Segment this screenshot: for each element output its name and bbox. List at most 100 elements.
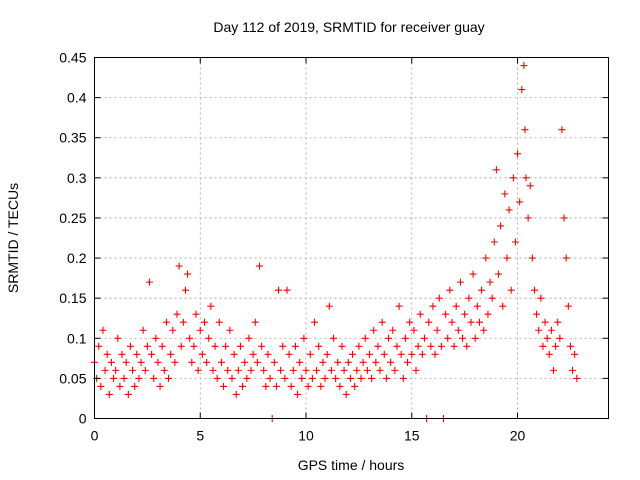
data-point: [435, 294, 443, 302]
data-point: [143, 342, 151, 350]
data-point: [429, 302, 437, 310]
data-point: [368, 374, 376, 382]
y-axis-label: SRMTID / TECUs: [5, 183, 21, 293]
data-point: [313, 366, 321, 374]
y-tick-label: 0.35: [59, 130, 86, 146]
data-point: [547, 326, 555, 334]
data-point: [346, 374, 354, 382]
data-point: [353, 366, 361, 374]
plot-frame: [94, 57, 609, 419]
data-point: [389, 326, 397, 334]
data-point: [196, 326, 204, 334]
data-point: [186, 334, 194, 342]
data-point: [370, 326, 378, 334]
data-point: [537, 294, 545, 302]
data-point: [342, 390, 350, 398]
data-point: [480, 326, 488, 334]
data-point: [478, 286, 486, 294]
data-point: [564, 302, 572, 310]
data-point: [376, 366, 384, 374]
data-point: [145, 278, 153, 286]
data-point: [116, 382, 124, 390]
data-point: [249, 350, 257, 358]
data-point: [205, 334, 213, 342]
data-point: [520, 62, 528, 70]
y-tick-label: 0.1: [67, 330, 87, 346]
data-point: [344, 358, 352, 366]
data-point: [550, 366, 558, 374]
data-point: [107, 358, 115, 366]
data-point: [291, 342, 299, 350]
data-point: [175, 262, 183, 270]
data-point: [446, 286, 454, 294]
data-point: [298, 374, 306, 382]
data-point: [521, 126, 529, 134]
y-tick-label: 0.15: [59, 290, 86, 306]
data-point: [129, 366, 137, 374]
data-point: [198, 350, 206, 358]
data-point: [399, 374, 407, 382]
data-point: [300, 334, 308, 342]
data-point: [414, 342, 422, 350]
data-point: [558, 126, 566, 134]
data-point: [467, 318, 475, 326]
data-point: [251, 318, 259, 326]
data-point: [181, 286, 189, 294]
data-point: [486, 278, 494, 286]
data-point: [349, 350, 357, 358]
data-point: [385, 334, 393, 342]
data-point: [459, 334, 467, 342]
data-point: [516, 198, 524, 206]
data-point: [355, 342, 363, 350]
data-point: [169, 326, 177, 334]
y-tick-label: 0.05: [59, 370, 86, 386]
data-point: [211, 342, 219, 350]
data-point: [560, 214, 568, 222]
data-point: [365, 350, 373, 358]
data-point: [289, 366, 297, 374]
data-point: [279, 342, 287, 350]
data-point: [306, 350, 314, 358]
data-point: [495, 270, 503, 278]
axis-ticks: [94, 57, 609, 419]
data-point: [450, 342, 458, 350]
data-point: [220, 382, 228, 390]
data-point: [203, 358, 211, 366]
data-point: [152, 334, 160, 342]
data-point: [264, 350, 272, 358]
y-tick-labels: 0 0.05 0.1 0.15 0.2 0.25 0.3 0.35 0.4 0.45: [59, 50, 86, 427]
data-point: [382, 374, 390, 382]
data-point: [154, 358, 162, 366]
y-tick-label: 0.4: [67, 90, 87, 106]
data-point: [171, 358, 179, 366]
x-tick-label: 5: [196, 428, 204, 444]
data-point: [194, 366, 202, 374]
data-point: [156, 382, 164, 390]
data-point: [514, 150, 522, 158]
data-point: [395, 302, 403, 310]
data-point: [160, 366, 168, 374]
data-point: [530, 286, 538, 294]
data-point: [245, 334, 253, 342]
data-point: [475, 318, 483, 326]
data-point: [404, 358, 412, 366]
data-point: [258, 342, 266, 350]
data-point: [101, 366, 109, 374]
data-point: [571, 350, 579, 358]
data-point: [275, 286, 283, 294]
data-point: [304, 382, 312, 390]
data-point: [554, 318, 562, 326]
data-point: [162, 318, 170, 326]
data-point: [511, 238, 519, 246]
y-tick-label: 0: [79, 411, 87, 427]
data-point: [262, 382, 270, 390]
data-point: [509, 174, 517, 182]
data-point: [173, 310, 181, 318]
data-point: [213, 374, 221, 382]
data-point: [192, 310, 200, 318]
data-point: [408, 350, 416, 358]
data-point: [569, 366, 577, 374]
data-point: [433, 326, 441, 334]
data-point: [315, 342, 323, 350]
